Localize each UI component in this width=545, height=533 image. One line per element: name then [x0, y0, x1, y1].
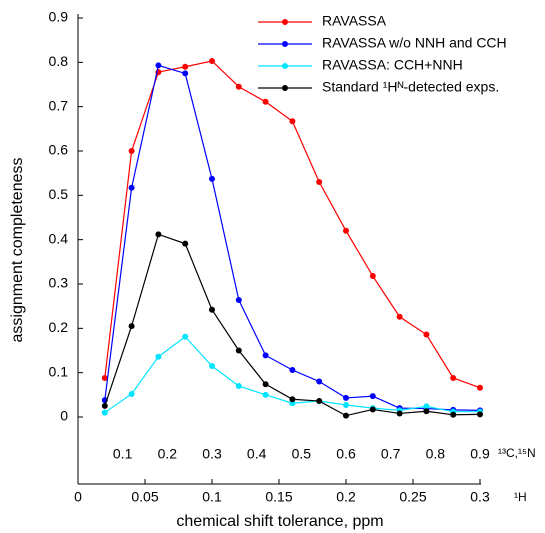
x2-tick-label: 0.6 — [336, 446, 356, 462]
y-tick-label: 0.2 — [49, 319, 69, 335]
legend-marker — [282, 41, 288, 47]
data-point — [477, 384, 483, 391]
y-tick-label: 0.9 — [49, 9, 69, 25]
x-tick-label: 0.15 — [265, 489, 292, 505]
x-tick-label: 0.1 — [202, 489, 222, 505]
x2-tick-label: 0.7 — [381, 446, 401, 462]
series-line — [104, 64, 481, 411]
x2-tick-label: 0.9 — [470, 446, 490, 462]
x2-tick-label: 0.3 — [202, 446, 222, 462]
data-point — [316, 179, 323, 186]
legend-label: RAVASSA w/o NNH and CCH — [322, 35, 507, 51]
legend-label: Standard ¹Hᴺ-detected exps. — [322, 79, 499, 95]
data-point — [182, 63, 189, 70]
x2-tick-label: 0.5 — [292, 446, 312, 462]
y-tick-label: 0.4 — [49, 230, 69, 246]
data-point — [423, 408, 430, 415]
y-tick-label: 0.5 — [49, 186, 69, 202]
data-point — [209, 363, 215, 370]
y-tick-label: 0.8 — [49, 53, 69, 69]
data-point — [155, 231, 162, 238]
data-point — [289, 396, 296, 403]
data-point — [343, 402, 349, 409]
data-point — [101, 402, 108, 409]
y-axis-label: assignment completeness — [9, 158, 26, 343]
series-line — [104, 233, 481, 417]
data-point — [128, 323, 135, 330]
data-point — [316, 398, 323, 405]
data-point — [128, 148, 135, 154]
x-tick-label: 0.25 — [399, 489, 426, 505]
data-point — [450, 374, 457, 381]
data-point — [209, 175, 215, 182]
data-point — [128, 390, 135, 397]
data-point — [423, 403, 430, 410]
data-point — [209, 58, 215, 65]
data-point — [235, 296, 242, 303]
data-point — [101, 374, 108, 381]
data-point — [369, 406, 376, 413]
data-point — [477, 411, 483, 418]
data-point — [182, 240, 189, 247]
data-point — [262, 381, 269, 388]
data-point — [101, 409, 108, 416]
data-point — [289, 118, 296, 125]
legend-marker — [282, 19, 288, 25]
data-point — [396, 313, 403, 320]
x-tick-label: 0.05 — [131, 489, 158, 505]
data-point — [289, 367, 296, 374]
data-point — [235, 347, 242, 354]
data-point — [369, 273, 376, 280]
data-point — [343, 227, 349, 234]
data-point — [182, 70, 189, 77]
x-tick-label: 0.3 — [470, 489, 490, 505]
data-point — [128, 184, 135, 191]
y-tick-label: 0 — [60, 408, 68, 424]
data-point — [396, 410, 403, 417]
data-point — [450, 411, 457, 418]
x2-tick-label: 0.4 — [247, 446, 267, 462]
data-point — [262, 352, 269, 359]
data-point — [182, 333, 189, 340]
data-point — [316, 378, 323, 385]
x2-unit-label: ¹³C,¹⁵N — [498, 446, 536, 460]
legend-marker — [282, 63, 288, 69]
data-point — [155, 353, 162, 360]
y-tick-label: 0.3 — [49, 275, 69, 291]
data-point — [235, 83, 242, 90]
data-point — [343, 394, 349, 401]
data-point — [423, 331, 430, 338]
series-line — [104, 60, 481, 389]
x2-tick-label: 0.1 — [113, 446, 133, 462]
legend-marker — [282, 85, 288, 91]
x-tick-label: 0 — [74, 489, 82, 505]
data-point — [235, 382, 242, 389]
data-point — [262, 391, 269, 398]
legend-label: RAVASSA: CCH+NNH — [322, 57, 463, 73]
data-point — [262, 98, 269, 105]
x-unit-label: ¹H — [514, 490, 527, 504]
data-point — [343, 412, 349, 419]
y-tick-label: 0.7 — [49, 97, 69, 113]
legend-label: RAVASSA — [322, 13, 387, 29]
x2-tick-label: 0.8 — [426, 446, 446, 462]
y-tick-label: 0.6 — [49, 142, 69, 158]
data-point — [369, 393, 376, 400]
data-point — [155, 62, 162, 69]
x-tick-label: 0.2 — [336, 489, 356, 505]
data-point — [209, 306, 215, 313]
x-axis-label: chemical shift tolerance, ppm — [176, 513, 383, 530]
x2-tick-label: 0.2 — [158, 446, 178, 462]
y-tick-label: 0.1 — [49, 363, 69, 379]
